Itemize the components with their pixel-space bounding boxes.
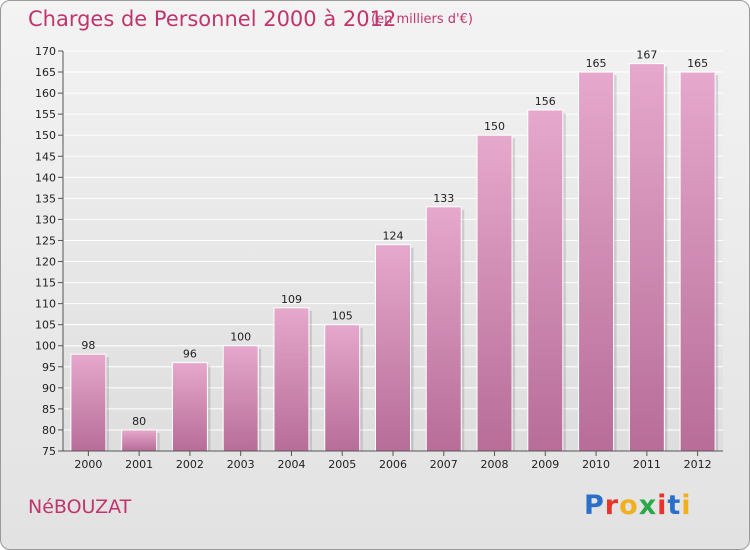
bar-2001: [121, 429, 158, 452]
data-label-2001: 80: [132, 415, 146, 428]
data-label-2002: 96: [183, 348, 197, 361]
y-tick-label: 135: [35, 192, 56, 205]
data-label-2007: 133: [433, 192, 454, 205]
y-tick-label: 140: [35, 171, 56, 184]
x-tick-label: 2008: [481, 458, 509, 471]
logo-letter: o: [619, 490, 639, 521]
y-tick-label: 75: [42, 445, 56, 458]
data-label-2000: 98: [81, 339, 95, 352]
bar-2008: [476, 134, 513, 452]
data-label-2004: 109: [281, 293, 302, 306]
data-label-2003: 100: [230, 331, 251, 344]
bar-2011: [628, 63, 665, 452]
y-tick-label: 155: [35, 108, 56, 121]
bar-2003: [222, 345, 259, 452]
y-tick-label: 100: [35, 340, 56, 353]
bars: [70, 63, 719, 452]
y-tick-label: 160: [35, 87, 56, 100]
logo-letter: i: [657, 490, 668, 521]
y-tick-label: 130: [35, 213, 56, 226]
proxiti-logo[interactable]: Proxiti: [584, 490, 692, 521]
x-tick-label: 2000: [74, 458, 102, 471]
y-tick-label: 115: [35, 277, 56, 290]
bar-2002: [171, 362, 208, 452]
y-tick-label: 105: [35, 319, 56, 332]
data-label-2009: 156: [535, 95, 556, 108]
x-tick-label: 2005: [328, 458, 356, 471]
y-tick-label: 95: [42, 361, 56, 374]
logo-letter: P: [584, 490, 605, 521]
y-tick-label: 125: [35, 234, 56, 247]
y-tick-label: 85: [42, 403, 56, 416]
bar-2004: [273, 307, 310, 452]
x-tick-label: 2012: [684, 458, 712, 471]
x-tick-label: 2010: [582, 458, 610, 471]
x-tick-label: 2006: [379, 458, 407, 471]
data-label-2010: 165: [586, 57, 607, 70]
axes: 75 80 85 90 95 100 105 110 115 120 125 130 135 140 145…: [35, 45, 723, 471]
logo-letter: x: [638, 490, 658, 521]
x-tick-label: 2003: [227, 458, 255, 471]
bar-2012: [679, 71, 716, 452]
town-name: NéBOUZAT: [28, 496, 132, 518]
logo-letter: t: [667, 490, 682, 521]
data-label-2011: 167: [636, 49, 657, 62]
logo-letter: r: [604, 490, 620, 521]
bar-2005: [324, 324, 361, 452]
data-label-2008: 150: [484, 120, 505, 133]
y-tick-label: 165: [35, 66, 56, 79]
bar-2007: [425, 206, 462, 452]
y-tick-label: 120: [35, 256, 56, 269]
logo-letter: i: [681, 490, 692, 521]
chart-subtitle: (en milliers d'€): [371, 12, 473, 27]
y-tick-label: 80: [42, 424, 56, 437]
bar-2009: [527, 109, 564, 452]
bar-2000: [70, 353, 107, 452]
y-tick-label: 90: [42, 382, 56, 395]
y-tick-label: 170: [35, 45, 56, 58]
x-tick-label: 2007: [430, 458, 458, 471]
data-label-2005: 105: [332, 310, 353, 323]
x-tick-label: 2011: [633, 458, 661, 471]
y-tick-label: 145: [35, 150, 56, 163]
x-tick-label: 2004: [277, 458, 305, 471]
x-tick-label: 2001: [125, 458, 153, 471]
data-label-2006: 124: [383, 230, 404, 243]
y-tick-label: 150: [35, 129, 56, 142]
x-tick-label: 2002: [176, 458, 204, 471]
bar-2006: [375, 244, 411, 452]
data-label-2012: 165: [687, 57, 708, 70]
x-tick-label: 2009: [531, 458, 559, 471]
bar-2010: [578, 71, 615, 452]
y-tick-label: 110: [35, 298, 56, 311]
data-labels: 98 80 96 100 109 105 124 133 150 156 165 167 165: [81, 49, 708, 428]
chart-title: Charges de Personnel 2000 à 2012: [28, 7, 397, 31]
